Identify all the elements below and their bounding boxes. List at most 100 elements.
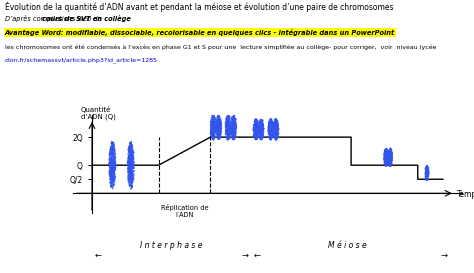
Point	[387, 151, 394, 156]
Point	[230, 118, 237, 122]
Point	[387, 161, 394, 165]
Point	[210, 115, 217, 119]
Point	[255, 122, 263, 126]
Point	[108, 178, 116, 182]
Point	[124, 170, 132, 174]
Point	[267, 119, 274, 123]
Point	[253, 130, 260, 135]
Point	[266, 127, 273, 132]
Point	[215, 131, 222, 136]
Point	[268, 130, 275, 134]
Point	[111, 164, 119, 168]
Point	[387, 149, 395, 154]
Point	[383, 153, 391, 158]
Point	[216, 130, 224, 135]
Point	[386, 153, 393, 158]
Point	[383, 151, 391, 156]
Point	[108, 153, 116, 157]
Point	[215, 127, 222, 131]
Point	[270, 121, 277, 126]
Point	[128, 184, 135, 189]
Point	[228, 126, 236, 130]
Point	[383, 147, 390, 151]
Point	[231, 118, 238, 123]
Point	[273, 128, 281, 133]
Point	[422, 169, 430, 173]
Point	[128, 179, 136, 183]
Point	[225, 115, 232, 119]
Point	[257, 120, 265, 124]
Point	[108, 182, 116, 186]
Point	[209, 115, 217, 119]
Point	[106, 165, 114, 170]
Point	[126, 167, 133, 171]
Point	[384, 158, 392, 162]
Point	[423, 166, 430, 170]
Point	[268, 120, 276, 125]
Point	[264, 123, 272, 127]
Point	[386, 156, 393, 160]
Point	[215, 124, 222, 128]
Point	[128, 173, 136, 177]
Point	[207, 123, 214, 127]
Point	[125, 168, 132, 172]
Point	[268, 132, 275, 136]
Point	[126, 152, 133, 157]
Point	[216, 125, 223, 129]
Point	[212, 122, 220, 126]
Point	[107, 150, 115, 155]
Point	[124, 160, 132, 165]
Point	[226, 115, 233, 120]
Point	[381, 157, 389, 161]
Point	[387, 152, 394, 156]
Point	[253, 123, 260, 127]
Point	[127, 171, 134, 175]
Point	[230, 123, 238, 127]
Point	[424, 170, 431, 174]
Point	[207, 130, 215, 134]
Point	[253, 126, 261, 130]
Point	[223, 121, 231, 125]
Point	[210, 129, 218, 133]
Point	[106, 161, 114, 165]
Point	[230, 120, 237, 125]
Point	[386, 163, 393, 167]
Point	[381, 156, 389, 161]
Point	[382, 153, 390, 157]
Point	[264, 131, 272, 136]
Point	[107, 174, 114, 179]
Point	[225, 137, 233, 141]
Point	[215, 113, 223, 117]
Point	[227, 130, 234, 134]
Point	[125, 153, 133, 158]
Point	[127, 176, 135, 180]
Point	[126, 152, 133, 156]
Point	[210, 123, 217, 127]
Point	[110, 156, 118, 161]
Point	[423, 167, 430, 171]
Point	[128, 146, 135, 150]
Point	[126, 149, 134, 153]
Point	[109, 167, 117, 171]
Point	[125, 161, 132, 166]
Point	[232, 125, 240, 129]
Point	[387, 149, 395, 153]
Point	[252, 132, 260, 136]
Point	[385, 150, 393, 155]
Point	[383, 155, 391, 159]
Point	[386, 150, 393, 155]
Point	[259, 119, 266, 123]
Point	[259, 122, 266, 126]
Point	[255, 128, 262, 132]
Point	[382, 157, 389, 161]
Point	[126, 163, 134, 167]
Point	[223, 115, 231, 119]
Point	[386, 152, 394, 156]
Point	[217, 123, 225, 128]
Point	[224, 133, 232, 137]
Point	[258, 125, 266, 130]
Point	[106, 160, 113, 164]
Point	[272, 121, 280, 125]
Point	[214, 130, 222, 134]
Point	[272, 124, 280, 128]
